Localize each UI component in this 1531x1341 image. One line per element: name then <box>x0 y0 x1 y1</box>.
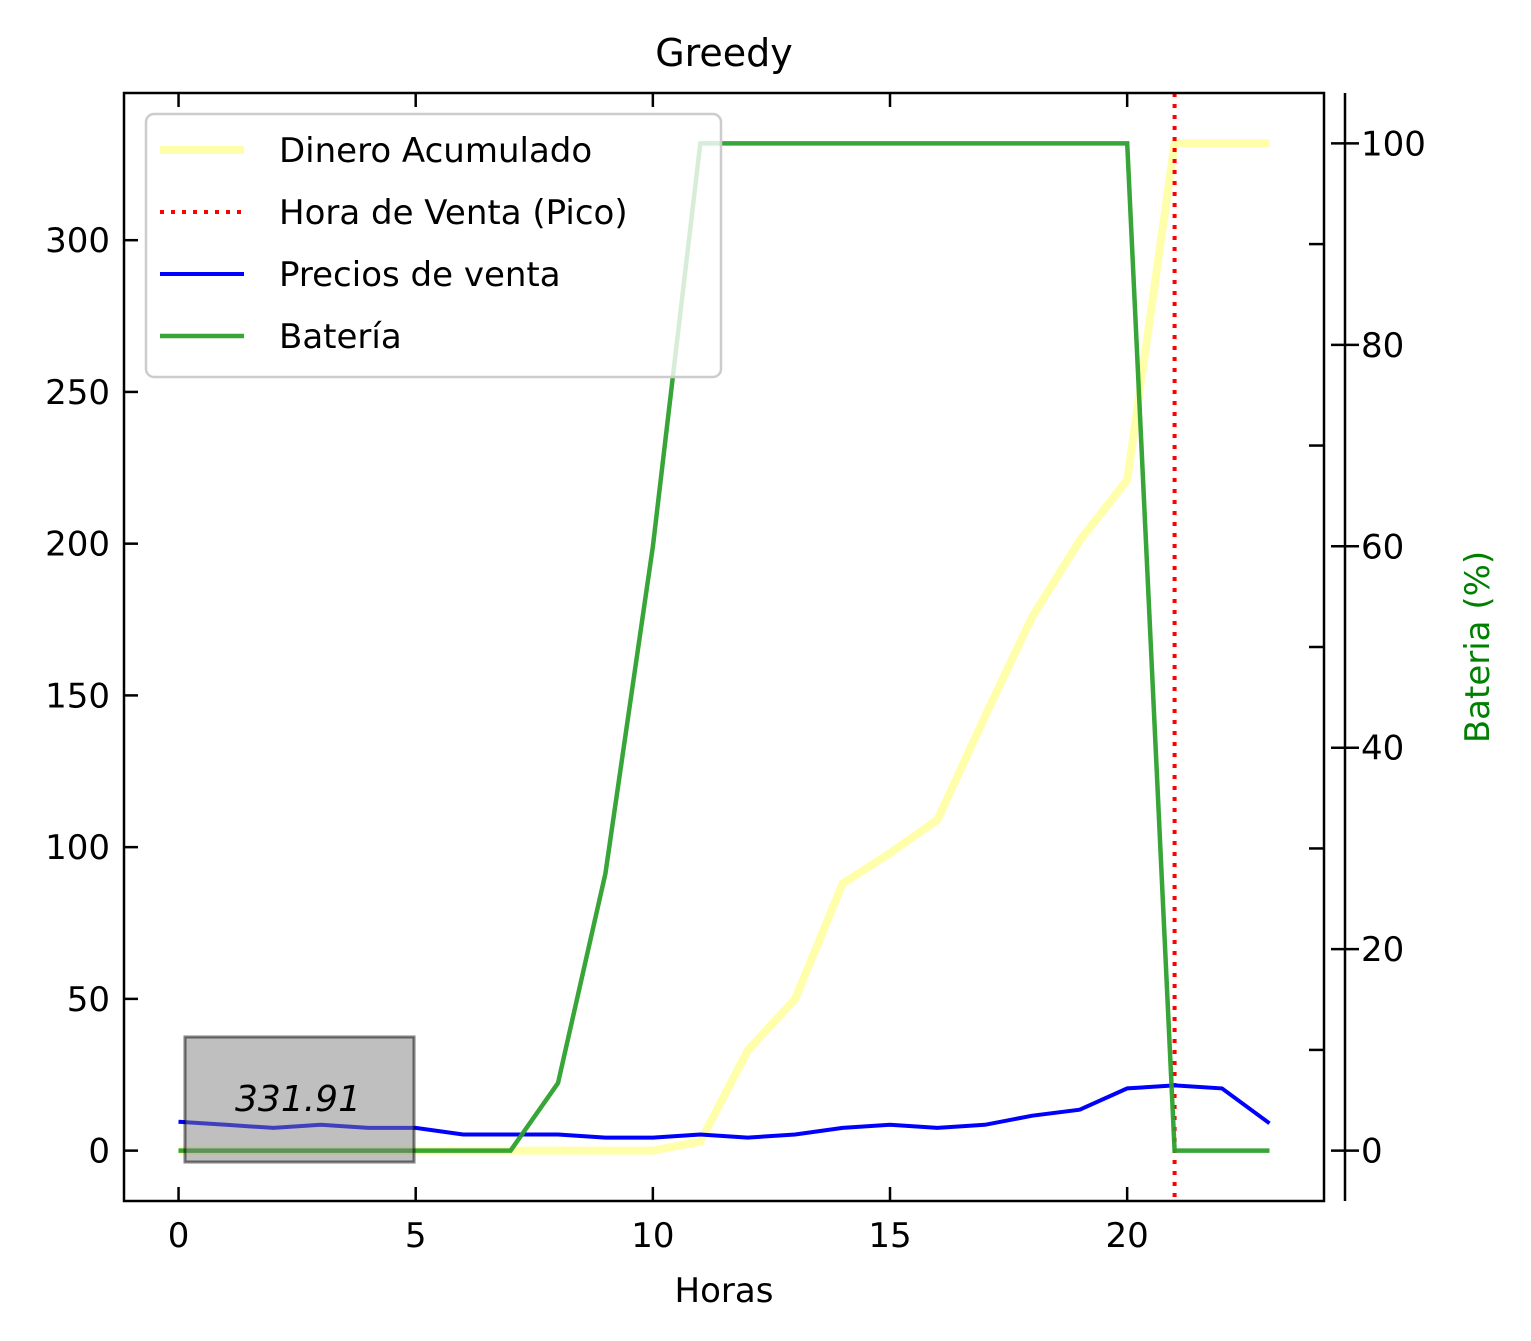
y-tick-label: 100 <box>45 828 110 868</box>
y-tick-label: 150 <box>45 676 110 716</box>
y2-tick-label: 80 <box>1361 326 1404 366</box>
value-annotation: 331.91 <box>183 1035 416 1164</box>
chart-title: Greedy <box>655 31 793 75</box>
x-tick-label: 15 <box>868 1216 911 1256</box>
legend-label: Dinero Acumulado <box>279 131 592 171</box>
annotation-box <box>183 1035 416 1164</box>
y2-tick-label: 0 <box>1361 1132 1383 1172</box>
y-tick-label: 200 <box>45 525 110 565</box>
y2-tick-label: 20 <box>1361 930 1404 970</box>
y-tick-label: 250 <box>45 373 110 413</box>
y2-tick-label: 40 <box>1361 729 1404 769</box>
annotation-value: 331.91 <box>235 1079 361 1120</box>
legend-label: Precios de venta <box>279 255 561 295</box>
x-tick-label: 5 <box>405 1216 427 1256</box>
x-tick-label: 0 <box>168 1216 190 1256</box>
y2-tick-label: 100 <box>1361 124 1426 164</box>
legend-frame <box>144 112 723 379</box>
y2-axis-label: Bateria (%) <box>1458 551 1498 743</box>
y2-tick-label: 60 <box>1361 527 1404 567</box>
x-tick-label: 10 <box>631 1216 674 1256</box>
x-tick-label: 20 <box>1106 1216 1149 1256</box>
legend-label: Batería <box>279 317 402 357</box>
plot-frame <box>122 91 1326 1203</box>
y-tick-label: 300 <box>45 221 110 261</box>
y-tick-label: 50 <box>67 980 110 1020</box>
x-axis-label: Horas <box>675 1271 774 1311</box>
y-tick-label: 0 <box>88 1132 110 1172</box>
legend-label: Hora de Venta (Pico) <box>279 193 628 233</box>
legend: Dinero Acumulado Hora de Venta (Pico) Prec… <box>144 112 723 379</box>
